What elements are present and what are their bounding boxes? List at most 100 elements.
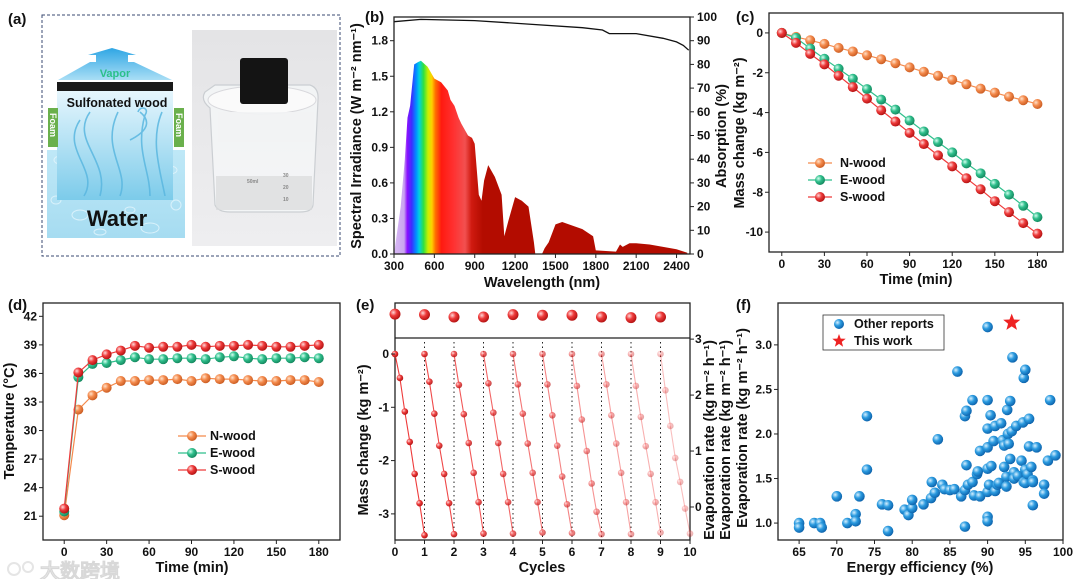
data-point-n-wood — [257, 376, 268, 387]
other-report-point — [998, 461, 1010, 473]
data-point-s-wood — [975, 184, 986, 195]
other-report-point — [882, 499, 894, 511]
other-report-point — [1004, 453, 1016, 465]
data-point-s-wood — [819, 59, 830, 70]
x-tick-label: 2100 — [623, 259, 650, 273]
data-point-s-wood — [790, 37, 801, 48]
watermark-logo-icon — [7, 562, 21, 576]
panel-label-d: (d) — [8, 297, 27, 314]
data-point-s-wood — [285, 341, 296, 352]
legend-marker-e-wood — [815, 175, 825, 185]
d-ylabel: Temperature (°C) — [2, 362, 18, 479]
other-report-point — [1050, 450, 1061, 461]
absorption-line — [393, 18, 690, 51]
data-point-e-wood — [313, 353, 324, 364]
cycle-data-point — [416, 499, 423, 507]
data-point-n-wood — [890, 58, 901, 69]
cycle-data-point — [524, 440, 532, 447]
cycle-data-point — [627, 530, 635, 538]
cycle-data-point — [544, 381, 551, 388]
y-tick-label: 3.0 — [755, 338, 772, 352]
beaker-mark-20: 20 — [283, 185, 289, 191]
evaporation-rate-point — [655, 311, 666, 323]
other-report-point — [1018, 372, 1030, 384]
y-tick-label: 36 — [24, 366, 38, 380]
y2-tick-label: 2 — [695, 388, 702, 402]
c-xlabel: Time (min) — [879, 272, 952, 288]
cycle-data-point — [667, 422, 674, 430]
series-line-s-wood — [63, 344, 319, 509]
data-point-s-wood — [961, 173, 972, 184]
legend-n-wood: N-wood — [840, 156, 886, 170]
watermark: 大数跨境 — [7, 559, 120, 579]
legend-other-reports: Other reports — [854, 317, 934, 331]
y-tick-label: 0 — [382, 347, 389, 361]
y2-tick-label: 80 — [697, 57, 711, 71]
y-tick-label: 27 — [24, 452, 38, 466]
data-point-s-wood — [228, 340, 239, 351]
cycle-data-point — [431, 410, 438, 417]
legend-marker-s-wood — [187, 465, 197, 475]
cycle-line — [571, 353, 603, 535]
y2-tick-label: 10 — [697, 223, 711, 237]
x-tick-label: 85 — [943, 545, 957, 559]
y2-tick-label: 40 — [697, 152, 711, 166]
other-report-point — [861, 410, 873, 422]
e-y2label-duplicate: Evaporation rate (kg m⁻² h⁻¹) — [718, 340, 734, 540]
data-point-s-wood — [271, 341, 282, 352]
other-report-point — [929, 487, 941, 499]
cycle-data-point — [421, 350, 428, 358]
other-report-point — [1031, 442, 1042, 453]
data-point-n-wood — [1032, 99, 1043, 110]
y2-tick-label: 60 — [697, 105, 711, 119]
other-report-point — [982, 321, 993, 333]
data-point-s-wood — [299, 340, 310, 351]
evaporation-rate-point — [419, 309, 430, 321]
cycle-data-point — [573, 382, 581, 390]
other-report-point — [854, 491, 865, 502]
data-point-n-wood — [214, 374, 225, 385]
y-tick-label: 24 — [24, 481, 38, 495]
other-report-point — [995, 417, 1007, 429]
data-point-s-wood — [918, 139, 929, 150]
data-point-n-wood — [862, 50, 872, 61]
x-tick-label: 1200 — [502, 259, 529, 273]
other-report-point — [988, 435, 999, 447]
other-report-point — [1038, 479, 1050, 491]
x-tick-label: 120 — [942, 257, 962, 271]
data-point-s-wood — [129, 340, 140, 351]
foam-right — [174, 108, 184, 147]
other-report-point — [831, 491, 843, 502]
cycle-data-point — [509, 530, 517, 537]
cycle-data-point — [608, 411, 615, 419]
y2-tick-label: 100 — [697, 10, 717, 24]
water-label: Water — [87, 206, 148, 231]
data-point-e-wood — [257, 354, 268, 365]
cycle-data-point — [686, 530, 694, 537]
b-y2label: Absorption (%) — [714, 84, 730, 188]
x-tick-label: 9 — [657, 545, 664, 559]
data-point-e-wood — [933, 137, 944, 148]
x-tick-label: 8 — [628, 545, 635, 559]
data-point-s-wood — [876, 105, 887, 116]
x-tick-label: 100 — [1053, 545, 1073, 559]
cycle-data-point — [583, 447, 591, 455]
data-point-n-wood — [158, 375, 169, 386]
y-tick-label: -4 — [752, 106, 763, 120]
data-point-s-wood — [862, 93, 872, 104]
data-point-s-wood — [200, 341, 211, 352]
data-point-n-wood — [1018, 95, 1029, 106]
other-report-point — [1003, 438, 1015, 450]
beaker-water — [216, 176, 312, 210]
water-flow-arrows — [73, 107, 166, 197]
cycle-data-point — [460, 410, 468, 418]
data-point-s-wood — [59, 503, 70, 514]
cycle-data-point — [637, 413, 645, 421]
x-tick-label: 1 — [421, 545, 428, 559]
data-point-n-wood — [904, 62, 915, 73]
f-ylabel: Evaporation rate (kg m⁻² h⁻¹) — [735, 328, 751, 528]
cycle-data-point — [475, 498, 482, 506]
f-legend: Other reports This work — [822, 314, 945, 351]
data-point-e-wood — [1004, 189, 1015, 200]
other-report-point — [926, 476, 938, 488]
